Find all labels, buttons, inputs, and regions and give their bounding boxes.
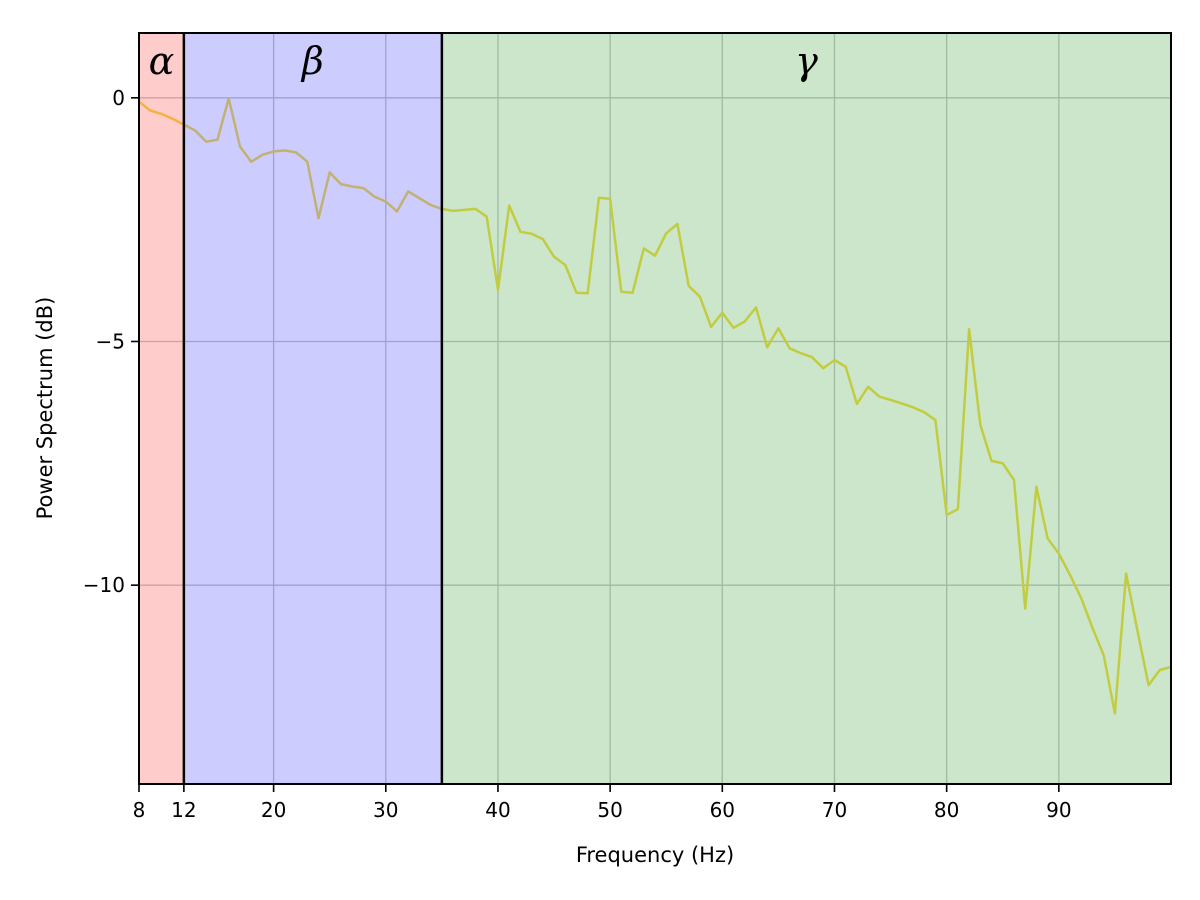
x-tick-label: 30 <box>373 798 398 822</box>
beta-band-region <box>183 33 442 784</box>
x-tick-label: 50 <box>597 798 622 822</box>
x-tick-label: 80 <box>934 798 959 822</box>
x-tick-label: 8 <box>133 798 146 822</box>
gamma-band-label: γ <box>795 39 818 83</box>
x-tick-label: 12 <box>171 798 196 822</box>
power-spectrum-line <box>138 97 1172 715</box>
band-labels: α β γ <box>149 39 818 83</box>
alpha-band-region <box>139 33 184 784</box>
x-tick-label: 40 <box>485 798 510 822</box>
band-boundaries <box>182 33 444 784</box>
y-axis-label: Power Spectrum (dB) <box>33 297 57 520</box>
x-tick-label: 60 <box>710 798 735 822</box>
axis-tick-labels: 8 12 20 30 40 50 60 70 80 90 0 −5 −10 <box>83 86 1072 822</box>
frequency-bands <box>139 33 1171 784</box>
x-tick-label: 20 <box>261 798 286 822</box>
y-tick-label: −5 <box>96 329 125 353</box>
alpha-band-label: α <box>149 39 175 83</box>
spectrum-line <box>138 97 1172 715</box>
beta-band-label: β <box>300 39 324 83</box>
grid-lines <box>138 33 1171 784</box>
x-tick-label: 70 <box>822 798 847 822</box>
axis-ticks <box>131 97 1060 792</box>
plot-frame <box>138 32 1172 785</box>
y-tick-label: −10 <box>83 573 125 597</box>
gamma-band-region <box>441 33 1171 784</box>
x-axis-label: Frequency (Hz) <box>576 843 734 867</box>
x-tick-label: 90 <box>1046 798 1071 822</box>
y-tick-label: 0 <box>112 86 125 110</box>
